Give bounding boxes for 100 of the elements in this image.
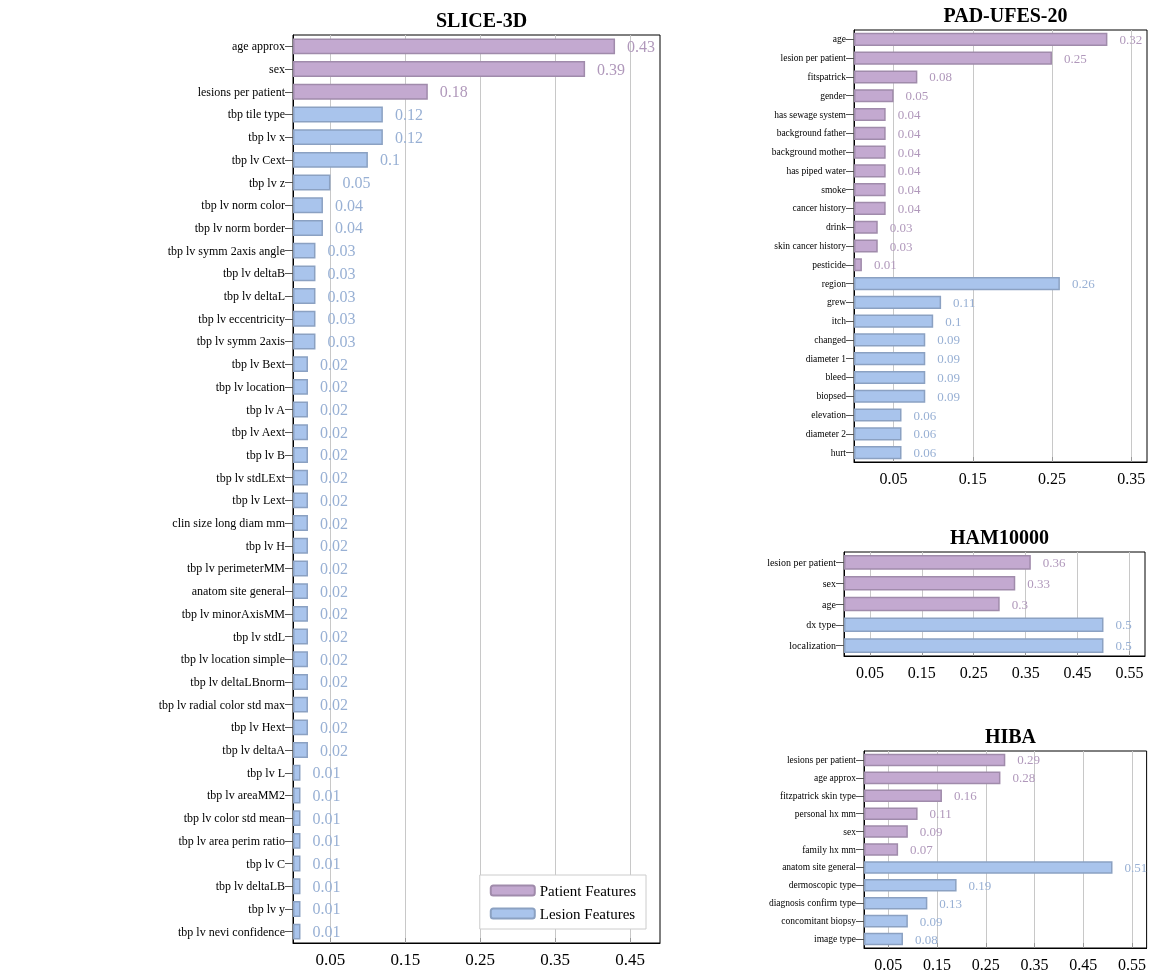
data-label: 0.04 <box>334 219 363 237</box>
data-label: 0.06 <box>913 426 937 442</box>
bar <box>864 771 1001 785</box>
y-tick-label: diameter 1 <box>805 353 847 364</box>
x-tick-label: 0.35 <box>540 950 571 969</box>
bar <box>293 810 301 827</box>
data-label: 0.01 <box>312 764 341 782</box>
bar <box>293 742 308 758</box>
bar <box>854 408 902 422</box>
y-tick-label: tbp lv Aext <box>231 425 286 440</box>
y-tick-label: elevation <box>811 410 847 421</box>
data-label: 0.19 <box>968 877 992 893</box>
y-tick-label: tbp lv perimeterMM <box>187 561 286 576</box>
data-label: 0.11 <box>953 294 976 310</box>
y-tick-label: cancer history <box>792 203 847 214</box>
chart-title: HAM10000 <box>950 526 1049 548</box>
y-tick-label: bleed <box>825 372 847 383</box>
bar <box>293 855 301 872</box>
y-tick-label: background father <box>776 128 847 139</box>
bar <box>854 333 926 347</box>
data-label: 0.06 <box>913 407 937 423</box>
data-label: 0.02 <box>319 559 348 577</box>
data-label: 0.01 <box>312 923 341 941</box>
bar <box>293 288 316 304</box>
y-tick-label: grew <box>827 297 847 308</box>
bar <box>854 389 926 403</box>
data-label: 0.02 <box>319 582 348 600</box>
y-tick-label: tbp lv C <box>246 856 285 871</box>
bar <box>293 356 308 373</box>
bar <box>293 651 308 668</box>
y-tick-label: itch <box>831 316 847 327</box>
bar <box>854 370 926 385</box>
data-label: 0.02 <box>319 673 348 691</box>
y-tick-label: tbp lv norm color <box>201 198 285 213</box>
bar <box>293 378 308 395</box>
data-label: 0.07 <box>910 842 934 857</box>
bar <box>293 901 301 917</box>
y-tick-label: age <box>832 34 846 45</box>
bar <box>844 617 1104 633</box>
data-label: 0.09 <box>937 351 961 367</box>
y-tick-label: tbp lv stdLExt <box>216 470 286 485</box>
y-tick-label: tbp lv x <box>248 130 285 145</box>
y-tick-label: fitspatrick <box>807 71 847 82</box>
data-label: 0.12 <box>394 128 423 146</box>
y-tick-label: concomitant biopsy <box>781 916 857 927</box>
data-label: 0.08 <box>929 69 953 85</box>
bar <box>293 197 323 214</box>
bar <box>854 70 918 84</box>
bar <box>854 446 902 460</box>
data-label: 0.33 <box>1027 575 1051 591</box>
bar <box>864 914 908 928</box>
data-label: 0.02 <box>319 423 348 441</box>
y-tick-label: fitzpatrick skin type <box>780 790 856 801</box>
y-tick-label: tbp lv z <box>249 175 285 190</box>
y-tick-label: tbp lv location <box>215 379 285 394</box>
x-tick-label: 0.25 <box>1037 469 1066 487</box>
y-tick-label: sex <box>822 577 836 589</box>
bar <box>854 32 1108 46</box>
x-tick-label: 0.45 <box>1063 663 1092 681</box>
data-label: 0.29 <box>1017 752 1041 768</box>
data-label: 0.13 <box>939 895 963 911</box>
bar <box>293 583 308 600</box>
data-label: 0.05 <box>905 88 929 104</box>
y-tick-label: biopsed <box>816 391 847 402</box>
y-tick-label: tbp lv Bext <box>231 357 286 372</box>
y-tick-label: tbp lv areaMM2 <box>207 788 285 803</box>
bar <box>293 129 383 146</box>
y-tick-label: tbp lv radial color std max <box>158 697 285 712</box>
bar <box>854 314 934 328</box>
data-label: 0.02 <box>319 491 348 509</box>
x-tick-label: 0.25 <box>971 955 1000 973</box>
data-label: 0.02 <box>319 650 348 668</box>
y-tick-label: skin cancer history <box>774 241 847 251</box>
bar <box>844 638 1104 653</box>
bar <box>293 492 308 509</box>
y-tick-label: tbp lv symm 2axis angle <box>167 243 285 258</box>
data-label: 0.02 <box>319 401 348 419</box>
bar <box>844 555 1031 570</box>
legend-label: Lesion Features <box>539 905 636 922</box>
bar <box>293 560 308 577</box>
data-label: 0.03 <box>889 238 913 254</box>
x-tick-label: 0.55 <box>1115 663 1144 681</box>
data-label: 0.01 <box>312 809 341 827</box>
y-tick-label: clin size long diam mm <box>172 516 286 531</box>
x-tick-label: 0.15 <box>907 663 936 681</box>
chart-title: SLICE-3D <box>435 9 528 31</box>
bar <box>293 696 308 713</box>
y-tick-label: smoke <box>821 184 846 195</box>
x-tick-label: 0.55 <box>1118 955 1146 973</box>
bar <box>854 427 902 441</box>
bar <box>293 424 308 441</box>
y-tick-label: tbp lv eccentricity <box>198 311 285 326</box>
bar <box>854 51 1052 65</box>
bar <box>864 932 903 946</box>
y-tick-label: tbp lv norm border <box>194 220 285 235</box>
chart-title: PAD-UFES-20 <box>943 4 1068 26</box>
bar <box>864 861 1113 874</box>
y-tick-label: age <box>822 598 837 610</box>
y-tick-label: tbp lv minorAxisMM <box>181 606 286 621</box>
y-tick-label: has piped water <box>786 165 847 176</box>
